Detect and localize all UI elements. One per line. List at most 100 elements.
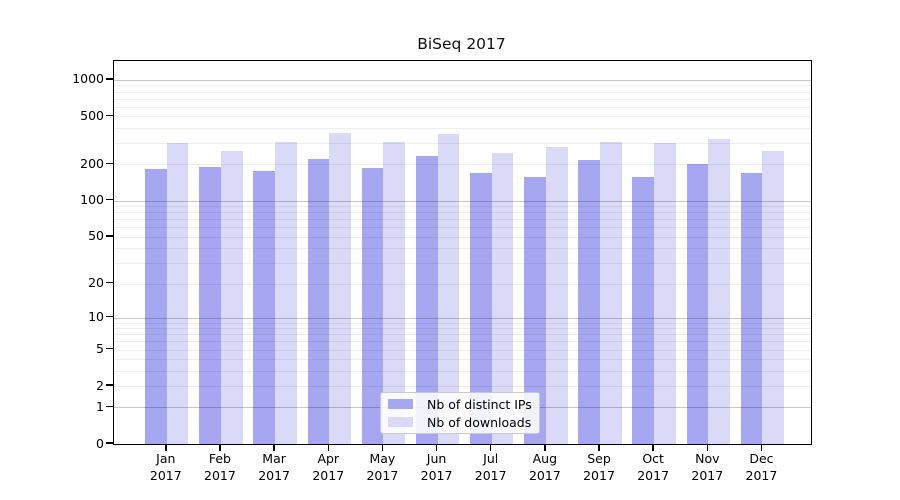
y-tick-label: 2 (96, 377, 104, 393)
y-tick-mark (106, 405, 113, 408)
y-tick-mark (106, 235, 113, 237)
x-tick-month: May (369, 451, 396, 466)
bar-distinct-ips-jul (470, 172, 492, 444)
bar-downloads-feb (220, 151, 243, 444)
minor-gridline (114, 219, 811, 221)
bar-downloads-nov (708, 138, 730, 444)
x-tick-year: 2017 (691, 467, 724, 483)
x-tick-month: Jun (426, 451, 447, 466)
x-tick-year: 2017 (637, 467, 670, 483)
x-tick-mark (273, 444, 275, 451)
y-tick-mark (106, 347, 113, 350)
bar-distinct-ips-feb (199, 167, 221, 444)
x-tick-year: 2017 (149, 467, 182, 483)
minor-gridline (114, 328, 811, 330)
x-tick-year: 2017 (528, 467, 561, 483)
bar-downloads-mar (275, 142, 297, 444)
x-tick-mark (598, 444, 600, 451)
y-tick-mark (106, 114, 113, 117)
y-tick-label: 500 (80, 107, 104, 123)
y-tick-label: 10 (88, 309, 104, 325)
minor-gridline (114, 349, 811, 351)
y-tick-label: 5 (96, 341, 104, 357)
minor-gridline (114, 322, 811, 324)
minor-gridline (114, 359, 811, 361)
x-tick-mark (435, 444, 438, 451)
y-tick-label: 50 (88, 228, 104, 244)
bar-distinct-ips-jun (415, 156, 438, 444)
bar-downloads-jan (166, 143, 189, 444)
minor-gridline (114, 143, 811, 145)
major-gridline (114, 317, 811, 319)
legend-label-downloads: Nb of downloads (427, 414, 532, 430)
x-tick-month: Jul (483, 451, 499, 466)
x-tick-year: 2017 (583, 467, 615, 483)
y-tick-mark (106, 162, 113, 165)
x-tick-year: 2017 (420, 467, 453, 483)
minor-gridline (114, 98, 811, 100)
minor-gridline (114, 248, 811, 250)
minor-gridline (114, 106, 811, 108)
minor-gridline (114, 341, 811, 343)
x-tick-year: 2017 (312, 467, 345, 483)
legend-row-distinct-ips: Nb of distinct IPs (388, 396, 539, 412)
bar-distinct-ips-jan (145, 169, 167, 444)
minor-gridline (114, 227, 811, 229)
x-tick-month: Feb (208, 451, 231, 466)
y-tick-mark (106, 198, 113, 201)
minor-gridline (114, 164, 811, 166)
x-tick-year: 2017 (745, 467, 778, 483)
x-tick-year: 2017 (204, 467, 236, 483)
y-tick-label: 1 (96, 398, 104, 414)
x-tick-mark (381, 444, 384, 451)
bar-downloads-may (383, 142, 406, 444)
x-tick-label-jan: Jan 2017 (134, 451, 198, 484)
chart-title: BiSeq 2017 (417, 35, 506, 53)
bar-downloads-jun (437, 133, 460, 444)
x-tick-label-oct: Oct 2017 (621, 451, 685, 484)
x-tick-month: Sep (587, 451, 611, 466)
legend-label-distinct-ips: Nb of distinct IPs (427, 396, 532, 412)
x-tick-month: Mar (262, 451, 286, 466)
minor-gridline (114, 262, 811, 264)
minor-gridline (114, 85, 811, 87)
x-tick-year: 2017 (258, 467, 290, 483)
x-tick-year: 2017 (474, 467, 507, 483)
x-tick-mark (489, 444, 492, 451)
bar-downloads-aug (545, 146, 568, 444)
x-tick-month: Jan (156, 451, 176, 466)
legend-swatch-downloads-icon (388, 417, 413, 427)
minor-gridline (114, 206, 811, 208)
x-tick-label-aug: Aug 2017 (513, 451, 577, 484)
x-tick-label-jul: Jul 2017 (459, 451, 523, 484)
bar-downloads-apr (329, 132, 351, 444)
bar-distinct-ips-aug (524, 177, 546, 444)
x-tick-month: Apr (317, 451, 340, 466)
x-tick-mark (706, 444, 709, 451)
minor-gridline (114, 128, 811, 130)
x-tick-label-may: May 2017 (350, 451, 414, 484)
bar-distinct-ips-sep (578, 159, 600, 444)
x-tick-mark (652, 444, 654, 451)
x-tick-label-jun: Jun 2017 (405, 451, 469, 484)
bar-distinct-ips-nov (686, 164, 709, 444)
minor-gridline (114, 116, 811, 118)
x-tick-label-nov: Nov 2017 (675, 451, 739, 484)
x-tick-mark (219, 444, 221, 451)
x-tick-label-feb: Feb 2017 (188, 451, 252, 484)
y-tick-label: 1000 (72, 71, 104, 87)
major-gridline (114, 79, 811, 81)
legend: Nb of distinct IPs Nb of downloads (380, 392, 540, 434)
minor-gridline (114, 236, 811, 238)
bar-downloads-dec (762, 150, 785, 444)
x-tick-year: 2017 (366, 467, 399, 483)
x-tick-month: Aug (532, 451, 558, 466)
minor-gridline (114, 334, 811, 336)
y-tick-label: 100 (80, 192, 104, 208)
y-tick-mark (106, 315, 113, 318)
bar-distinct-ips-mar (253, 170, 276, 444)
x-tick-mark (327, 444, 329, 451)
y-tick-label: 200 (80, 155, 104, 171)
x-tick-mark (165, 444, 167, 451)
